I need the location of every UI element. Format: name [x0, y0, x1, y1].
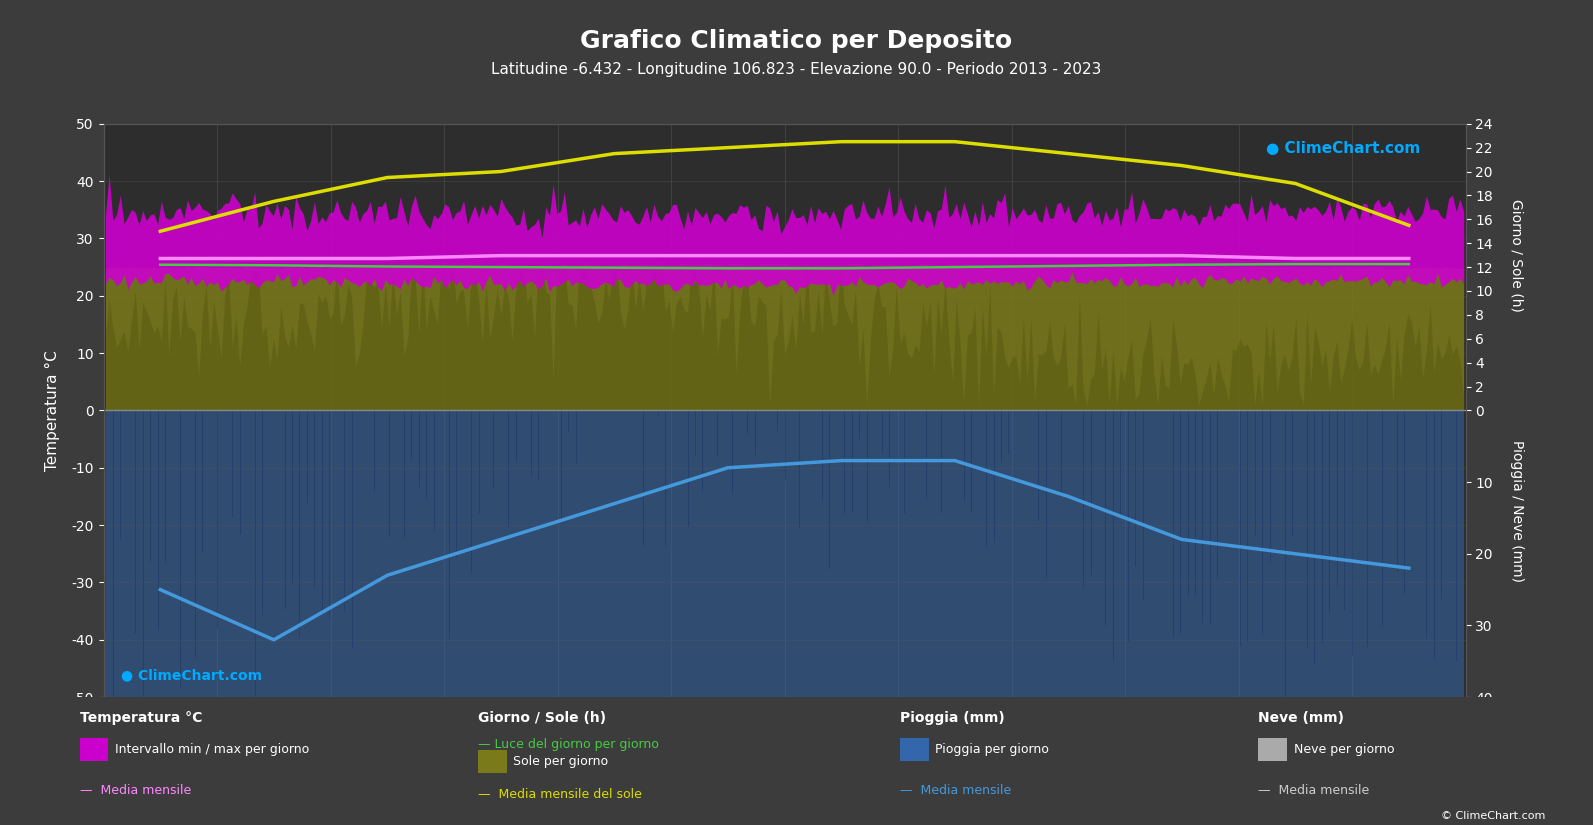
- Text: Ott: Ott: [1169, 711, 1193, 727]
- Text: Pioggia per giorno: Pioggia per giorno: [935, 743, 1048, 757]
- Text: Giu: Giu: [715, 711, 741, 727]
- Text: Set: Set: [1056, 711, 1082, 727]
- Text: Ago: Ago: [940, 711, 970, 727]
- Text: ● ClimeChart.com: ● ClimeChart.com: [121, 668, 261, 682]
- Text: Pioggia (mm): Pioggia (mm): [900, 711, 1005, 725]
- Text: Pioggia / Neve (mm): Pioggia / Neve (mm): [1510, 441, 1523, 582]
- Text: Dic: Dic: [1397, 711, 1421, 727]
- Text: Neve per giorno: Neve per giorno: [1294, 743, 1394, 757]
- Text: Feb: Feb: [260, 711, 287, 727]
- Text: Mar: Mar: [373, 711, 401, 727]
- Text: —  Media mensile: — Media mensile: [900, 784, 1012, 797]
- Text: — Luce del giorno per giorno: — Luce del giorno per giorno: [478, 738, 660, 752]
- Text: —  Media mensile: — Media mensile: [80, 784, 191, 797]
- Text: Temperatura °C: Temperatura °C: [80, 711, 202, 725]
- Text: Intervallo min / max per giorno: Intervallo min / max per giorno: [115, 743, 309, 757]
- Text: © ClimeChart.com: © ClimeChart.com: [1440, 811, 1545, 821]
- Text: Mag: Mag: [599, 711, 631, 727]
- Text: Lug: Lug: [827, 711, 855, 727]
- Y-axis label: Temperatura °C: Temperatura °C: [45, 350, 61, 471]
- Text: Giorno / Sole (h): Giorno / Sole (h): [1510, 200, 1523, 312]
- Text: Latitudine -6.432 - Longitudine 106.823 - Elevazione 90.0 - Periodo 2013 - 2023: Latitudine -6.432 - Longitudine 106.823 …: [491, 62, 1102, 77]
- Text: Giorno / Sole (h): Giorno / Sole (h): [478, 711, 605, 725]
- Text: Neve (mm): Neve (mm): [1258, 711, 1344, 725]
- Text: Apr: Apr: [487, 711, 515, 727]
- Text: —  Media mensile: — Media mensile: [1258, 784, 1370, 797]
- Text: Sole per giorno: Sole per giorno: [513, 755, 609, 768]
- Text: ● ClimeChart.com: ● ClimeChart.com: [1266, 141, 1421, 156]
- Text: Grafico Climatico per Deposito: Grafico Climatico per Deposito: [580, 29, 1013, 53]
- Text: Gen: Gen: [145, 711, 175, 727]
- Text: Nov: Nov: [1281, 711, 1309, 727]
- Text: —  Media mensile del sole: — Media mensile del sole: [478, 788, 642, 801]
